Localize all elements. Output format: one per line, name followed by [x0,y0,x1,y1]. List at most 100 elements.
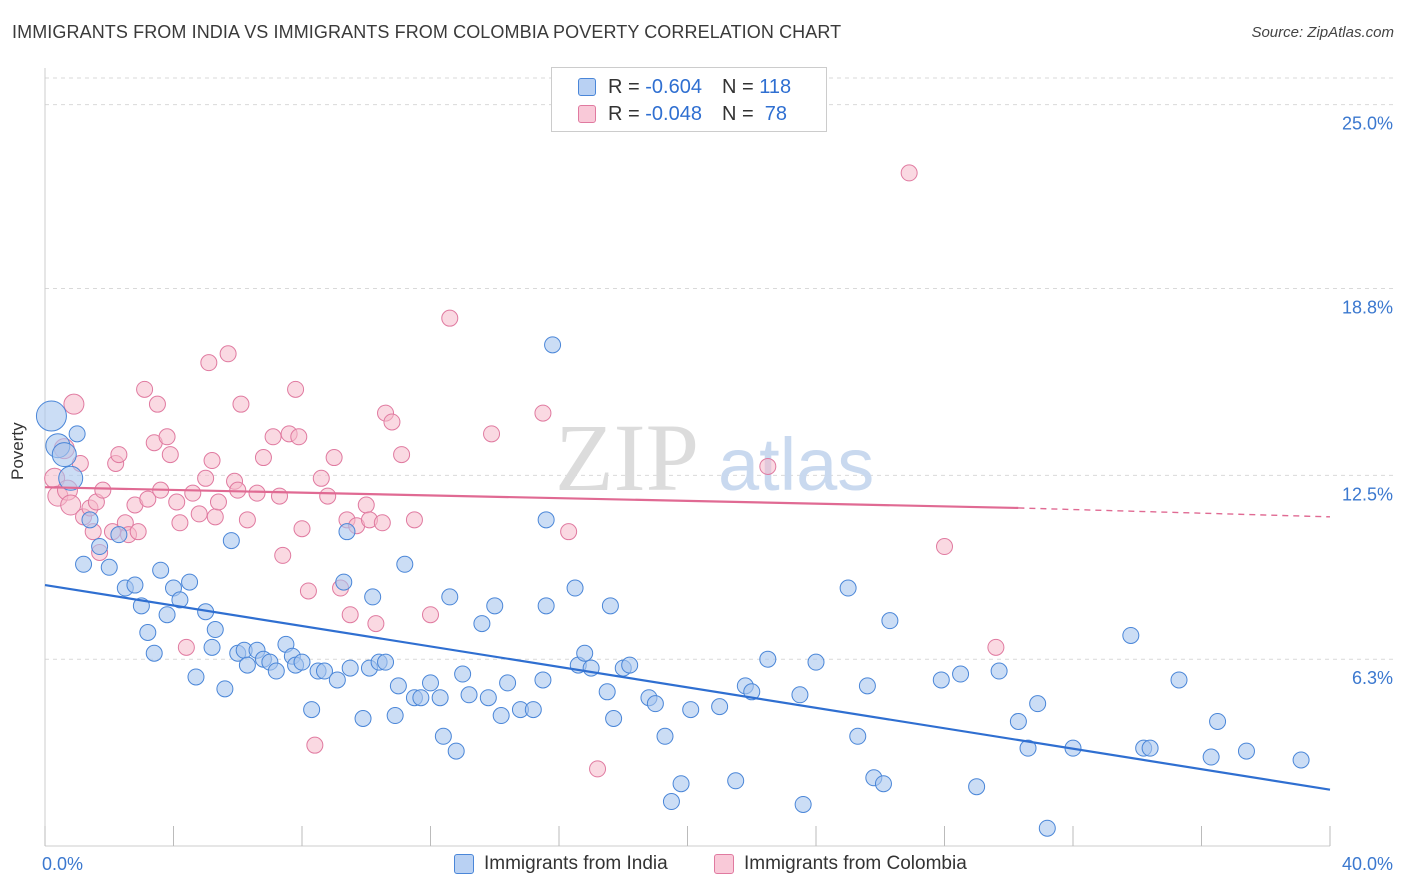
colombia-point [483,425,501,443]
colombia-point [219,345,237,363]
colombia-point [312,469,330,487]
india-point [473,615,491,633]
india-point [524,701,542,719]
colombia-point [110,446,128,464]
colombia-n-value: 78 [759,102,788,125]
india-point [338,523,356,541]
india-point [672,775,690,793]
colombia-point [393,446,411,464]
colombia-point [129,523,147,541]
colombia-point [936,538,953,556]
india-point [126,576,144,594]
india-point [566,579,584,597]
india-point [441,588,459,606]
india-point [932,671,950,689]
colombia-point [987,638,1005,656]
india-point [145,644,163,662]
india-point [354,709,372,727]
bottom-legend-colombia: Immigrants from Colombia [714,852,967,876]
india-point [486,597,504,615]
india-point [646,695,664,713]
india-point [222,532,240,550]
colombia-point [232,395,250,413]
bottom-india-label: Immigrants from India [484,853,668,874]
india-point [682,701,700,719]
colombia-point [63,393,85,415]
bottom-india-swatch [454,854,474,874]
india-point [139,624,157,642]
india-point [534,671,552,689]
y-tick-label: 18.8% [1342,298,1393,318]
india-point [377,653,395,671]
tick-labels: 6.3% 12.5% 18.8% 25.0% 0.0% 40.0% [42,114,1393,874]
colombia-point [264,428,282,446]
colombia-point [373,514,391,532]
legend-row-colombia: R = -0.048 N = 78 [578,101,787,127]
india-point [216,680,234,698]
india-point [68,425,86,443]
india-point [389,677,407,695]
colombia-point [190,505,208,523]
india-point [576,644,594,662]
colombia-r-value: -0.048 [645,102,702,125]
india-point [81,511,99,529]
india-point [158,606,176,624]
india-point [267,662,285,680]
india-r-value: -0.604 [645,75,702,98]
india-n-label: N = [721,75,760,98]
india-point [386,707,404,725]
colombia-point [341,606,359,624]
india-r-label: R = [608,75,646,98]
y-axis-label: Poverty [8,422,27,480]
bottom-colombia-label: Immigrants from Colombia [744,853,967,874]
india-point [858,677,876,695]
india-point [1170,671,1188,689]
colombia-point [161,446,179,464]
india-trend-line [44,583,1331,791]
india-point [656,727,674,745]
india-point [412,689,430,707]
colombia-point [254,449,272,467]
india-point [303,701,321,719]
colombia-point [200,354,218,372]
colombia-point [306,736,324,754]
india-point [460,686,478,704]
colombia-point [287,380,305,398]
india-point [341,659,359,677]
india-point [990,662,1008,680]
colombia-swatch [578,105,596,123]
india-point [881,612,899,630]
india-point [479,689,497,707]
india-point [743,683,761,701]
india-point [601,597,619,615]
colombia-point [184,484,202,502]
colombia-n-label: N = [721,102,760,125]
watermark-zip: ZIP [555,404,699,511]
india-point [1009,712,1027,730]
colombia-point [148,395,166,413]
india-point [181,573,199,591]
colombia-point [136,380,154,398]
colombia-point [158,428,176,446]
india-point [1038,819,1056,837]
colombia-point [206,508,224,526]
colombia-point [560,523,578,541]
india-point [492,707,510,725]
colombia-point [238,511,256,529]
colombia-trend-line [44,486,1019,510]
trend-lines [44,486,1331,791]
colombia-point [759,457,777,475]
colombia-point [197,469,215,487]
india-point [968,778,986,796]
colombia-point [422,606,439,624]
india-point [1209,712,1227,730]
india-point [58,465,84,491]
india-point [662,793,680,811]
india-point [544,336,562,354]
y-tick-label: 12.5% [1342,484,1393,504]
india-point [1237,742,1255,760]
india-point [794,795,812,813]
watermark-atlas: atlas [718,423,874,506]
india-point [759,650,777,668]
colombia-point [299,582,317,600]
